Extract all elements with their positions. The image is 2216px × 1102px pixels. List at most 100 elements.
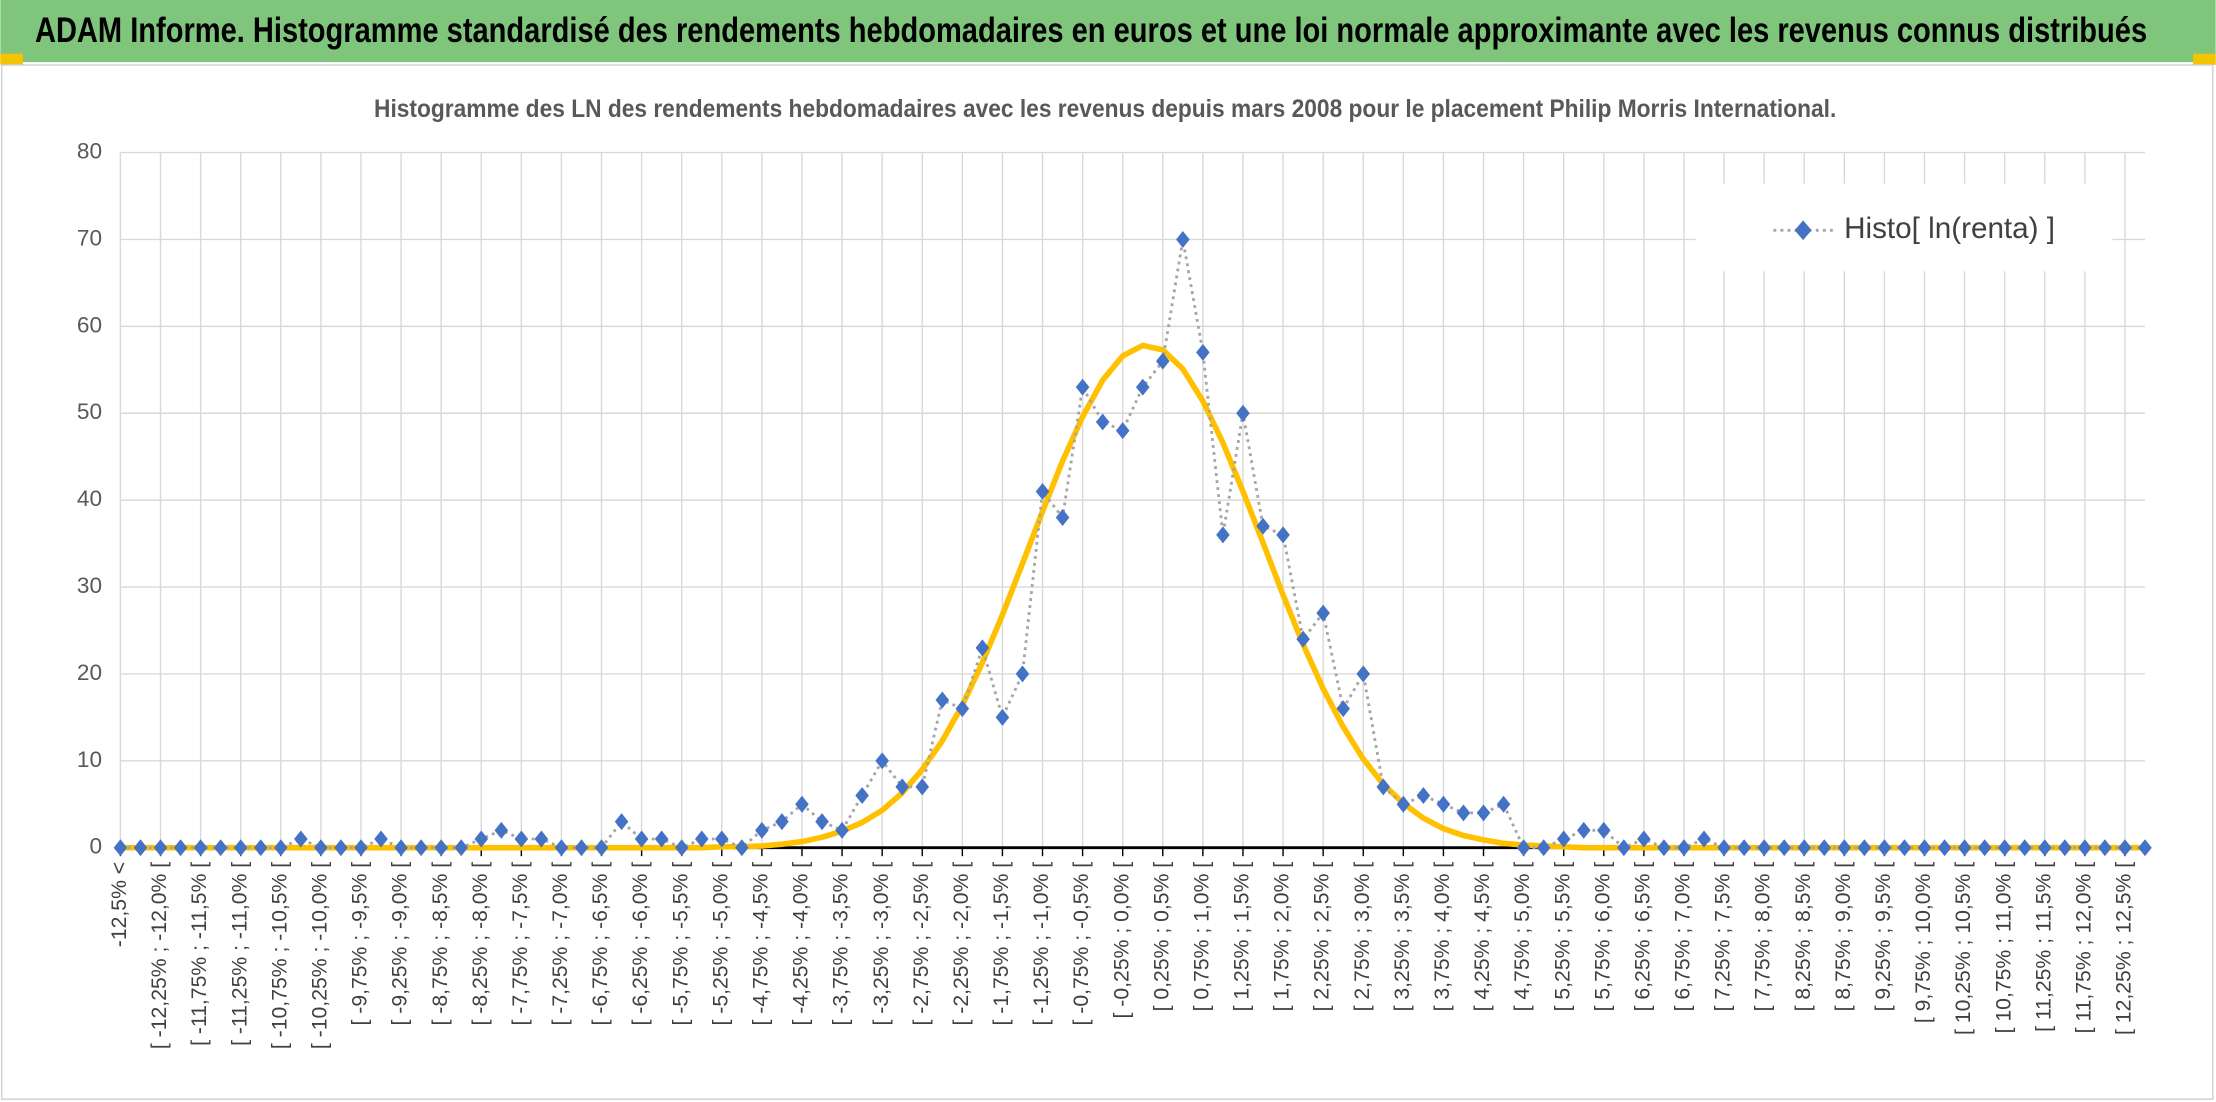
data-point <box>1276 526 1290 544</box>
x-tick-label: [ 11,75% ; 12,0% [ <box>2072 862 2095 1034</box>
data-point <box>1877 839 1892 857</box>
data-point <box>2118 839 2132 857</box>
x-tick-label: [ 2,75% ; 3,0% [ <box>1351 862 1374 1012</box>
chart-title: Histogramme des LN des rendements hebdom… <box>374 95 1836 123</box>
x-tick-label: [ -9,75% ; -9,5% [ <box>349 862 372 1026</box>
y-tick-label: 50 <box>77 399 102 424</box>
x-tick-label: [ 11,25% ; 11,5% [ <box>2032 862 2055 1032</box>
data-point <box>233 839 248 857</box>
corner <box>2193 53 2216 65</box>
data-point <box>1316 604 1330 622</box>
x-tick-label: [ 3,25% ; 3,5% [ <box>1391 862 1414 1012</box>
data-point <box>1837 839 1852 857</box>
data-point <box>995 708 1010 726</box>
x-tick-label: [ 1,25% ; 1,5% [ <box>1231 862 1254 1012</box>
x-tick-label: [ 0,25% ; 0,5% [ <box>1150 862 1173 1012</box>
y-tick-label: 80 <box>77 139 102 164</box>
data-point <box>594 839 609 857</box>
x-tick-label: [ 2,25% ; 2,5% [ <box>1311 862 1334 1012</box>
x-tick-label: [ -4,75% ; -4,5% [ <box>749 862 772 1026</box>
x-tick-label: [ -5,25% ; -5,0% [ <box>709 862 732 1026</box>
data-point <box>634 830 649 848</box>
data-point <box>1436 795 1451 813</box>
data-point <box>1476 804 1491 822</box>
x-tick-label: [ -6,75% ; -6,5% [ <box>589 862 612 1026</box>
data-point <box>1196 343 1210 361</box>
data-point <box>1717 839 1731 857</box>
data-point <box>815 813 829 831</box>
header-title: ADAM Informe. Histogramme standardisé de… <box>35 11 2147 50</box>
x-tick-label: [ 7,75% ; 8,0% [ <box>1752 862 1775 1012</box>
data-point <box>715 830 729 848</box>
header-bar <box>0 0 2216 63</box>
data-point <box>1777 839 1791 857</box>
x-tick-label: [ 8,75% ; 9,0% [ <box>1832 862 1855 1012</box>
x-tick-label: [ -12,25% ; -12,0% [ <box>148 862 171 1049</box>
x-tick-label: [ -1,25% ; -1,0% [ <box>1030 862 1053 1026</box>
x-tick-label: -12,5% < <box>108 862 131 947</box>
y-tick-label: 0 <box>89 834 102 859</box>
x-tick-label: [ 0,75% ; 1,0% [ <box>1190 862 1213 1012</box>
x-tick-label: [ 6,25% ; 6,5% [ <box>1631 862 1654 1012</box>
data-point <box>1156 352 1170 370</box>
data-point <box>1296 630 1310 648</box>
y-tick-label: 20 <box>77 660 102 685</box>
x-tick-label: [ -1,75% ; -1,5% [ <box>990 862 1013 1026</box>
data-point <box>2017 839 2032 857</box>
data-point <box>1657 839 1671 857</box>
data-point <box>674 839 689 857</box>
data-point <box>614 813 629 831</box>
x-tick-label: [ 1,75% ; 2,0% [ <box>1271 862 1294 1012</box>
data-point <box>1797 839 1812 857</box>
x-tick-label: [ 8,25% ; 8,5% [ <box>1792 862 1815 1012</box>
data-point <box>1857 839 1872 857</box>
plot: 0 10 20 30 40 50 60 70 80 -12,5% < [ -12,25% ; -12… <box>77 139 2152 1049</box>
data-point <box>314 839 328 857</box>
data-point <box>2138 839 2152 857</box>
data-point <box>354 839 368 857</box>
x-tick-label: [ 9,75% ; 10,0% [ <box>1912 862 1935 1023</box>
data-point <box>193 839 208 857</box>
data-point <box>1095 413 1110 431</box>
y-tick-label: 40 <box>77 486 102 511</box>
x-tick-label: [ 3,75% ; 4,0% [ <box>1431 862 1454 1012</box>
y-tick-label: 30 <box>77 573 102 598</box>
x-tick-label: [ -5,75% ; -5,5% [ <box>669 862 692 1026</box>
x-tick-label: [ -9,25% ; -9,0% [ <box>389 862 412 1026</box>
x-tick-label: [ 7,25% ; 7,5% [ <box>1712 862 1735 1012</box>
data-point <box>534 830 549 848</box>
x-tick-label: [ -3,75% ; -3,5% [ <box>830 862 853 1026</box>
x-tick-label: [ 4,25% ; 4,5% [ <box>1471 862 1494 1012</box>
x-tick-label: [ -8,75% ; -8,5% [ <box>429 862 452 1026</box>
data-point <box>875 752 889 770</box>
x-tick-label: [ -11,75% ; -11,5% [ <box>188 862 211 1046</box>
x-tick-label: [ -3,25% ; -3,0% [ <box>870 862 893 1026</box>
data-point <box>554 839 569 857</box>
data-point <box>1697 830 1711 848</box>
x-tick-label: [ 6,75% ; 7,0% [ <box>1672 862 1695 1012</box>
data-point <box>494 821 509 839</box>
data-point <box>1236 404 1250 422</box>
data-point <box>514 830 529 848</box>
chart-border <box>1 64 2214 1100</box>
data-point <box>1075 378 1090 396</box>
data-point <box>113 839 128 857</box>
legend-label: Histo[ ln(renta) ] <box>1844 212 2055 245</box>
data-point <box>1456 804 1471 822</box>
y-tick-label: 70 <box>77 225 102 250</box>
data-point <box>1556 830 1571 848</box>
legend: Histo[ ln(renta) ] <box>1695 183 2113 272</box>
data-point <box>755 821 769 839</box>
x-tick-label: [ -2,25% ; -2,0% [ <box>950 862 973 1026</box>
data-point <box>374 830 388 848</box>
data-point <box>253 839 268 857</box>
data-point <box>274 839 288 857</box>
x-tick-label: [ 10,25% ; 10,5% [ <box>1952 862 1975 1035</box>
x-tick-label: [ -10,25% ; -10,0% [ <box>308 862 331 1049</box>
legend-box <box>1695 183 2113 272</box>
data-point <box>1957 839 1972 857</box>
data-point <box>1937 839 1952 857</box>
x-tick-label: [ -8,25% ; -8,0% [ <box>469 862 492 1026</box>
data-point <box>394 839 408 857</box>
